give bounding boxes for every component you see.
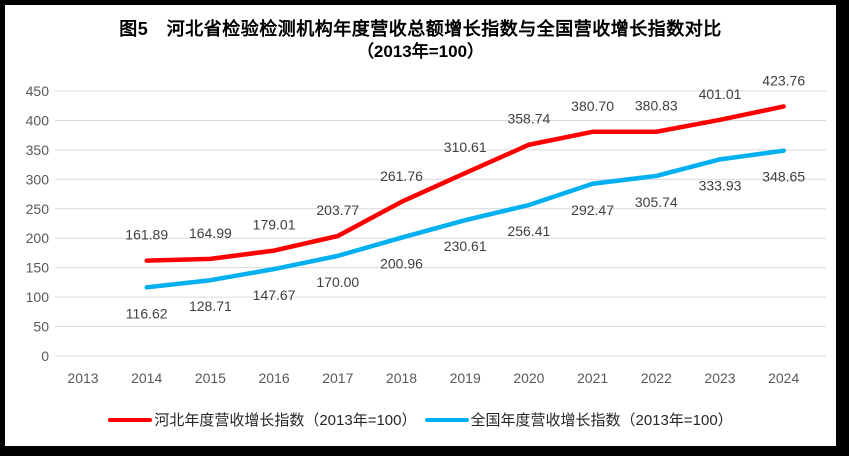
x-axis-tick-label: 2024 — [768, 370, 799, 386]
data-label: 164.99 — [189, 225, 232, 241]
national-series-line-swatch — [424, 417, 469, 422]
x-axis-tick-label: 2023 — [704, 370, 735, 386]
data-label: 161.89 — [125, 227, 168, 243]
y-axis-tick-label: 0 — [41, 348, 49, 364]
title-block: 图5 河北省检验检测机构年度营收总额增长指数与全国营收增长指数对比 （2013年… — [5, 18, 836, 62]
data-label: 380.70 — [571, 98, 614, 114]
x-axis-tick-label: 2022 — [641, 370, 672, 386]
x-axis-tick-label: 2019 — [450, 370, 481, 386]
data-label: 358.74 — [507, 111, 550, 127]
legend-item-national: 全国年度营收增长指数（2013年=100） — [424, 409, 733, 430]
y-axis-tick-label: 50 — [33, 319, 49, 335]
x-axis-tick-label: 2015 — [195, 370, 226, 386]
national-legend-label: 全国年度营收增长指数（2013年=100） — [470, 412, 733, 429]
y-axis-tick-label: 400 — [26, 112, 50, 128]
y-axis-tick-label: 150 — [26, 260, 50, 276]
plot-area: 0 50 100 150 200 250 300 350 400 450 2013 2014 2015 2… — [26, 72, 826, 386]
x-axis-tick-label: 2016 — [259, 370, 290, 386]
data-label: 401.01 — [699, 86, 742, 102]
data-label: 203.77 — [316, 202, 359, 218]
data-label: 116.62 — [126, 305, 168, 321]
x-axis-tick-label: 2021 — [577, 370, 608, 386]
hebei-legend-label: 河北年度营收增长指数（2013年=100） — [154, 412, 417, 429]
data-label: 348.65 — [762, 169, 805, 185]
x-axis-tick-label: 2013 — [67, 370, 98, 386]
data-label: 128.71 — [189, 298, 232, 314]
data-label: 256.41 — [507, 223, 550, 239]
y-axis-tick-label: 350 — [26, 142, 50, 158]
data-label: 200.96 — [380, 256, 423, 272]
data-label: 230.61 — [444, 238, 487, 254]
data-label: 305.74 — [635, 194, 678, 210]
x-axis-tick-label: 2018 — [386, 370, 417, 386]
x-axis-tick-label: 2014 — [131, 370, 162, 386]
y-axis-tick-label: 200 — [26, 230, 50, 246]
data-label: 170.00 — [316, 274, 359, 290]
data-label: 333.93 — [699, 177, 742, 193]
data-label: 310.61 — [444, 139, 487, 155]
y-axis-tick-label: 450 — [26, 83, 50, 99]
y-axis-tick-label: 250 — [26, 201, 50, 217]
line-chart: 图5 河北省检验检测机构年度营收总额增长指数与全国营收增长指数对比 （2013年… — [5, 5, 836, 446]
hebei-series-line-swatch — [108, 417, 153, 422]
x-axis-tick-label: 2017 — [322, 370, 353, 386]
data-label: 179.01 — [253, 217, 296, 233]
data-label: 423.76 — [762, 72, 805, 88]
chart-title: 图5 河北省检验检测机构年度营收总额增长指数与全国营收增长指数对比 — [119, 19, 722, 39]
hebei-series-line — [144, 104, 786, 263]
y-axis-tick-label: 300 — [26, 171, 50, 187]
legend: 河北年度营收增长指数（2013年=100） 全国年度营收增长指数（2013年=1… — [5, 409, 836, 430]
national-series-line — [144, 148, 786, 290]
x-axis-tick-label: 2020 — [513, 370, 544, 386]
data-label: 147.67 — [253, 287, 296, 303]
data-label: 292.47 — [571, 202, 614, 218]
y-axis-tick-label: 100 — [26, 289, 50, 305]
legend-item-hebei: 河北年度营收增长指数（2013年=100） — [108, 409, 417, 430]
data-label: 261.76 — [380, 168, 423, 184]
chart-subtitle: （2013年=100） — [356, 42, 485, 61]
data-label: 380.83 — [635, 98, 678, 114]
